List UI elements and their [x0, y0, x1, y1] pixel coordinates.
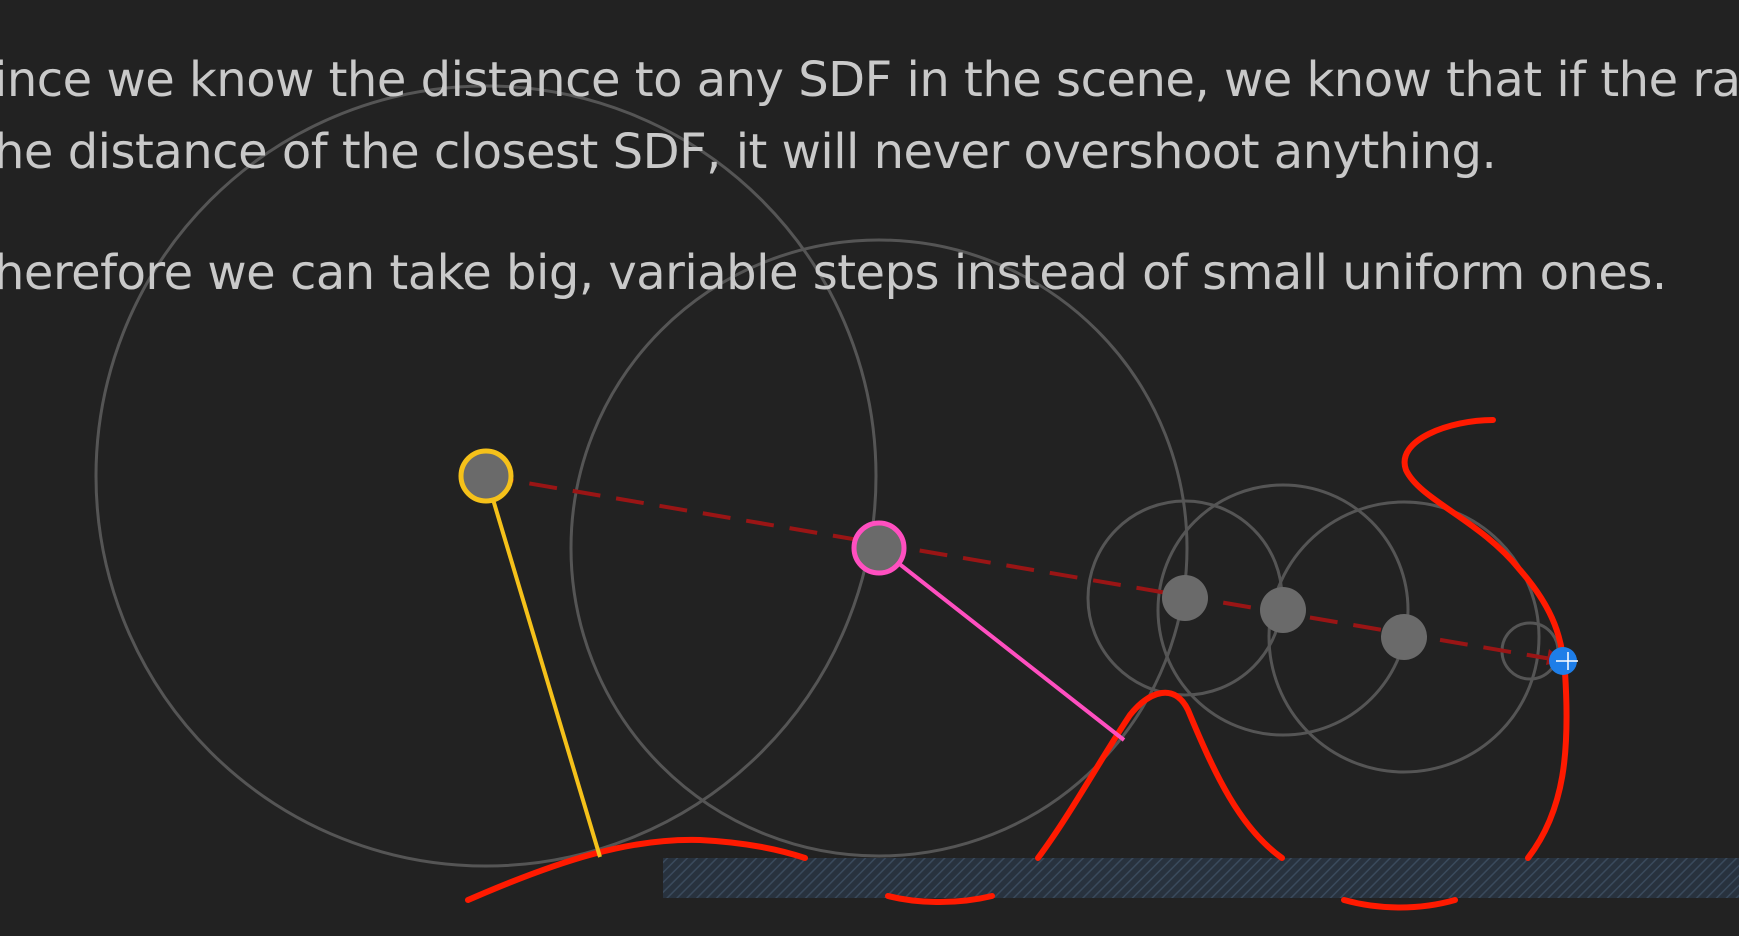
cursor-crosshair-icon	[1556, 652, 1578, 670]
distance-circle-2	[569, 238, 1189, 858]
distance-circle-4	[1156, 483, 1410, 737]
ray-line	[485, 474, 1564, 663]
sdf-curve-left-hill	[465, 836, 808, 903]
explanation-paragraph-1: ince we know the distance to any SDF in …	[0, 44, 1739, 188]
sdf-curve-right-dip	[1341, 897, 1458, 911]
paragraph-1-line-2: he distance of the closest SDF, it will …	[0, 124, 1497, 180]
paragraph-2-line-1: herefore we can take big, variable steps…	[0, 245, 1667, 301]
ray-origin-marker[interactable]	[458, 448, 514, 504]
pink-distance-line	[877, 546, 1126, 742]
sdf-curve-s-shape	[1401, 417, 1570, 861]
yellow-distance-line	[484, 475, 602, 858]
paragraph-1-line-1: ince we know the distance to any SDF in …	[0, 52, 1739, 108]
explanation-paragraph-2: herefore we can take big, variable steps…	[0, 237, 1667, 309]
sdf-curve	[465, 417, 1570, 911]
step-marker-pink[interactable]	[851, 520, 907, 576]
step-point-5	[1381, 614, 1427, 660]
step-point-3	[1162, 575, 1208, 621]
distance-circles	[94, 84, 1560, 868]
sdf-curve-left-dip	[885, 893, 995, 906]
distance-circle-1	[94, 84, 878, 868]
distance-circle-5	[1267, 500, 1541, 774]
floor-block	[663, 858, 1739, 898]
step-point-4	[1260, 587, 1306, 633]
sdf-curve-peak	[1035, 689, 1285, 861]
step-points	[1162, 575, 1427, 660]
